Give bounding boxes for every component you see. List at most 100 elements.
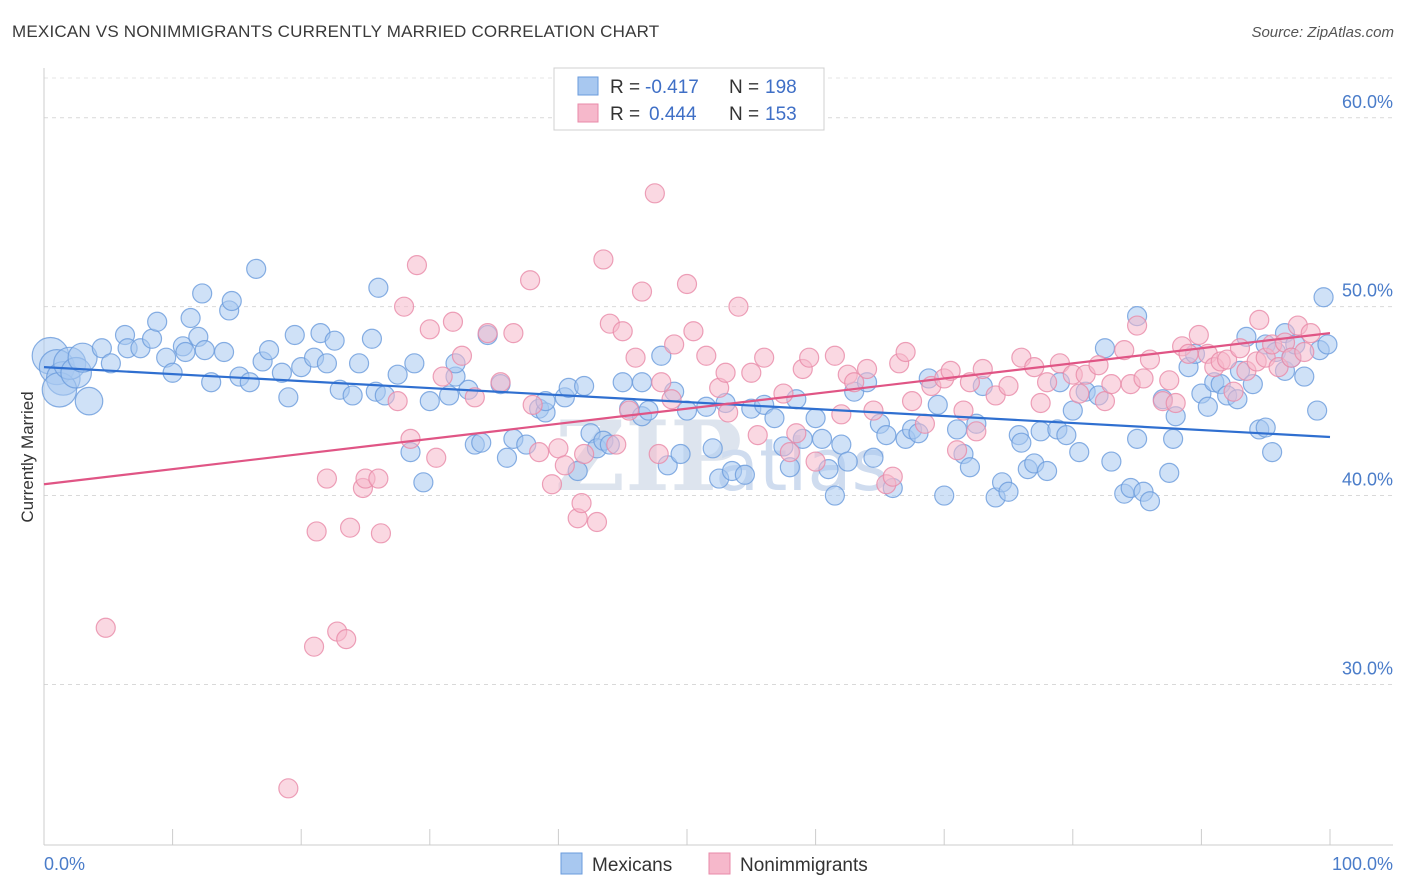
chart-title: MEXICAN VS NONIMMIGRANTS CURRENTLY MARRI… [12, 22, 660, 41]
point-mexicans [734, 464, 755, 485]
point-mexicans [998, 481, 1019, 502]
point-mexicans [342, 385, 363, 406]
point-nonimmigrants [625, 347, 646, 368]
point-mexicans [927, 394, 948, 415]
point-nonimmigrants [895, 341, 916, 363]
point-mexicans [141, 328, 163, 349]
point-nonimmigrants [754, 347, 775, 368]
y-tick-labels: 30.0% 40.0% 50.0% 60.0% [1342, 92, 1393, 679]
point-mexicans [1313, 287, 1334, 308]
point-nonimmigrants [477, 323, 498, 344]
point-nonimmigrants [728, 296, 749, 317]
axes [43, 68, 1393, 846]
stats-legend: R = -0.417 N = 198 R = 0.444 N = 153 [553, 67, 825, 131]
point-nonimmigrants [1159, 370, 1180, 391]
point-mexicans [651, 345, 672, 366]
point-nonimmigrants [442, 311, 464, 332]
point-mexicans [213, 341, 235, 363]
point-nonimmigrants [593, 249, 614, 270]
point-nonimmigrants [548, 438, 569, 459]
point-nonimmigrants [953, 400, 974, 421]
point-nonimmigrants [95, 617, 116, 638]
point-mexicans [258, 340, 280, 361]
stats-n-value-1: 198 [765, 77, 797, 98]
y-tick-label-60: 60.0% [1342, 92, 1393, 112]
point-mexicans [1011, 432, 1032, 453]
point-nonimmigrants [824, 345, 845, 366]
point-nonimmigrants [1294, 341, 1315, 363]
point-mexicans [1062, 400, 1083, 421]
point-nonimmigrants [554, 455, 575, 476]
trend-line-nonimmigrants [43, 332, 1331, 486]
point-nonimmigrants [1126, 315, 1148, 336]
point-nonimmigrants [644, 183, 665, 204]
point-nonimmigrants [946, 440, 968, 461]
point-nonimmigrants [541, 474, 563, 495]
point-mexicans [638, 400, 659, 421]
point-mexicans [387, 364, 408, 385]
point-mexicans [574, 375, 595, 397]
point-nonimmigrants [718, 402, 739, 423]
trend-lines [43, 332, 1331, 486]
point-nonimmigrants [1069, 383, 1090, 404]
point-nonimmigrants [1229, 338, 1251, 359]
point-nonimmigrants [339, 517, 361, 538]
source-credit: Source: ZipAtlas.com [1251, 24, 1394, 41]
point-nonimmigrants [661, 389, 682, 410]
point-nonimmigrants [773, 383, 794, 404]
point-nonimmigrants [464, 387, 485, 408]
point-nonimmigrants [856, 358, 878, 380]
point-nonimmigrants [574, 443, 595, 465]
point-mexicans [824, 485, 845, 506]
point-nonimmigrants [664, 334, 685, 355]
point-mexicans [631, 372, 653, 393]
point-nonimmigrants [882, 466, 903, 487]
point-mexicans [246, 258, 267, 279]
point-mexicans [1159, 462, 1180, 483]
point-mexicans [361, 328, 383, 349]
point-nonimmigrants [529, 442, 550, 463]
stats-r-value-1: -0.417 [645, 77, 699, 98]
point-mexicans [702, 438, 723, 459]
point-nonimmigrants [451, 345, 473, 366]
point-nonimmigrants [786, 423, 807, 444]
x-tick-max: 100.0% [1332, 854, 1393, 874]
legend-swatch-mexicans [560, 852, 583, 875]
point-mexicans [1317, 334, 1338, 355]
point-mexicans [239, 372, 260, 393]
point-nonimmigrants [426, 447, 447, 468]
stats-n-label-1: N = [729, 77, 759, 98]
point-mexicans [175, 341, 196, 363]
stats-n-value-2: 153 [765, 104, 797, 125]
point-nonimmigrants [1217, 349, 1238, 370]
point-nonimmigrants [799, 347, 820, 368]
point-mexicans [805, 408, 826, 429]
point-mexicans [1030, 421, 1051, 442]
stats-r-value-2: 0.444 [649, 104, 697, 125]
y-axis-label: Currently Married [18, 391, 37, 522]
point-nonimmigrants [571, 493, 592, 514]
point-nonimmigrants [400, 428, 421, 449]
point-nonimmigrants [586, 511, 608, 533]
point-nonimmigrants [520, 270, 541, 291]
point-mexicans [612, 372, 633, 393]
point-mexicans [1101, 451, 1122, 472]
point-mexicans [1036, 460, 1058, 482]
point-mexicans [284, 324, 305, 346]
point-mexicans [1197, 396, 1218, 417]
point-nonimmigrants [747, 425, 768, 446]
point-nonimmigrants [1165, 392, 1186, 414]
point-nonimmigrants [1101, 374, 1122, 395]
point-nonimmigrants [503, 323, 524, 344]
point-mexicans [1069, 442, 1090, 463]
point-nonimmigrants [522, 394, 543, 415]
x-tick-min: 0.0% [44, 854, 85, 874]
point-nonimmigrants [1300, 323, 1321, 344]
point-mexicans [147, 311, 168, 332]
point-nonimmigrants [406, 255, 428, 276]
legend-swatch-nonimmigrants [708, 852, 731, 875]
point-mexicans [946, 419, 968, 440]
point-mexicans [811, 428, 833, 449]
point-nonimmigrants [715, 362, 736, 383]
point-mexicans [438, 385, 460, 406]
